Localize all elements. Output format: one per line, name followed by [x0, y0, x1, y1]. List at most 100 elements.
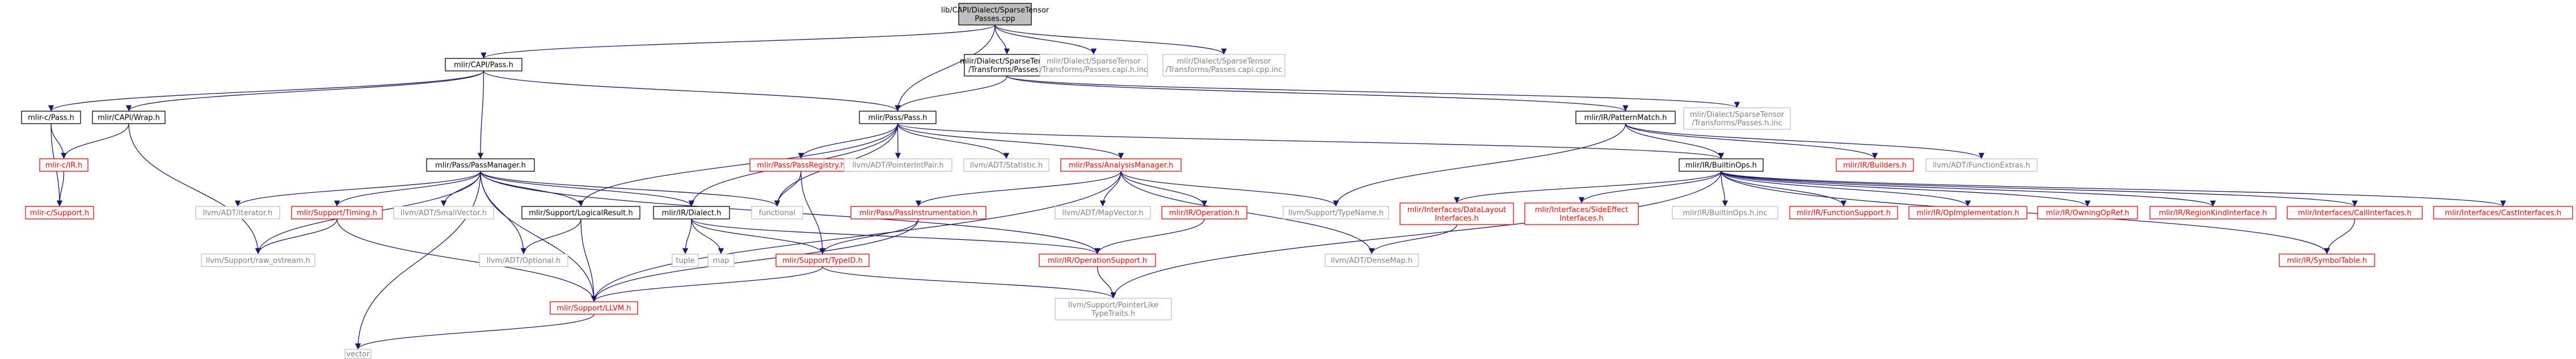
- node-support_llvm[interactable]: mlir/Support/LLVM.h: [550, 301, 638, 315]
- node-box: [201, 254, 315, 267]
- node-box: [958, 3, 1032, 26]
- node-label: mlir/Interfaces/CastInterfaces.h: [2445, 209, 2561, 218]
- node-pass_manager[interactable]: mlir/Pass/PassManager.h: [426, 158, 535, 172]
- node-label: mlir/IR/Dialect.h: [662, 209, 722, 218]
- node-map[interactable]: map: [707, 254, 735, 267]
- node-densemap[interactable]: llvm/ADT/DenseMap.h: [1325, 254, 1419, 267]
- node-func_extras[interactable]: llvm/ADT/FunctionExtras.h: [1925, 158, 2038, 172]
- node-mlirc_ir[interactable]: mlir-c/IR.h: [39, 158, 88, 172]
- node-pass_registry[interactable]: mlir/Pass/PassRegistry.h: [749, 158, 853, 172]
- node-functional[interactable]: functional: [751, 206, 803, 219]
- node-box: [844, 158, 952, 172]
- node-box: [344, 349, 372, 359]
- node-capi_pass[interactable]: mlir/CAPI/Pass.h: [445, 58, 522, 71]
- edge-analysis_mgr-to-pass_instr: [915, 171, 1122, 207]
- node-box: [1679, 158, 1764, 172]
- edge-timing-to-support_llvm: [336, 218, 597, 302]
- node-raw_ostream[interactable]: llvm/Support/raw_ostream.h: [201, 254, 315, 267]
- edge-st_passes-to-pass_pass: [895, 75, 1007, 112]
- node-ptrintpair[interactable]: llvm/ADT/PointerIntPair.h: [844, 158, 952, 172]
- edge-builtin_ops-to-call_if: [1721, 171, 2358, 207]
- node-label: llvm/ADT/Optional.h: [487, 257, 561, 265]
- edge-capi_wrap-to-mlirc_ir: [61, 123, 129, 159]
- node-pass_pass[interactable]: mlir/Pass/Pass.h: [859, 111, 937, 124]
- node-box: [21, 111, 81, 124]
- node-box: [1161, 206, 1247, 219]
- node-box: [1399, 202, 1514, 225]
- node-dialect[interactable]: mlir/IR/Dialect.h: [653, 206, 730, 219]
- edge-capi_pass-to-pass_manager: [477, 70, 484, 159]
- node-label: mlir/Interfaces/SideEffect: [1535, 206, 1629, 214]
- edge-pass_manager-to-timing: [334, 171, 481, 207]
- node-box: [426, 158, 535, 172]
- node-label: llvm/ADT/FunctionExtras.h: [1933, 162, 2030, 170]
- node-box: [1925, 158, 2038, 172]
- edge-op_support-to-ptrlike: [1097, 266, 1116, 299]
- node-builtin_ops_inc[interactable]: mlir/IR/BuiltinOps.h.inc: [1672, 206, 1778, 219]
- node-label: map: [713, 257, 730, 265]
- edge-logical_result-to-support_llvm: [580, 218, 597, 302]
- node-op_impl[interactable]: mlir/IR/OpImplementation.h: [1908, 206, 2027, 219]
- node-label: llvm/Support/PointerLike: [1068, 301, 1158, 310]
- node-symbol_table[interactable]: mlir/IR/SymbolTable.h: [2279, 254, 2375, 267]
- edge-pass_manager-to-functional: [480, 171, 781, 207]
- node-box: [291, 206, 383, 219]
- node-owning_op_ref[interactable]: mlir/IR/OwningOpRef.h: [2037, 206, 2138, 219]
- node-typename[interactable]: llvm/Support/TypeName.h: [1283, 206, 1389, 219]
- node-label: llvm/ADT/iterator.h: [203, 209, 273, 218]
- node-iterator[interactable]: llvm/ADT/iterator.h: [195, 206, 280, 219]
- node-label: mlir/IR/OperationSupport.h: [1048, 257, 1147, 265]
- edge-builtin_ops-to-ptrlike: [1110, 171, 1722, 299]
- node-tuple[interactable]: tuple: [672, 254, 699, 267]
- node-mlirc_support[interactable]: mlir-c/Support.h: [25, 206, 94, 219]
- node-mapvector[interactable]: llvm/ADT/MapVector.h: [1055, 206, 1151, 219]
- node-builtin_ops[interactable]: mlir/IR/BuiltinOps.h: [1679, 158, 1764, 172]
- node-label: mlir-c/Support.h: [30, 209, 89, 218]
- node-st_capi_cpp_inc[interactable]: mlir/Dialect/SparseTensor/Transforms/Pas…: [1162, 54, 1285, 77]
- node-label: /Transforms/Passes.h.inc: [1692, 119, 1782, 128]
- node-operation[interactable]: mlir/IR/Operation.h: [1161, 206, 1247, 219]
- node-st_passes[interactable]: mlir/Dialect/SparseTensor/Transforms/Pas…: [960, 54, 1055, 77]
- edge-analysis_mgr-to-mapvector: [1099, 171, 1122, 207]
- node-mlirc_pass[interactable]: mlir-c/Pass.h: [21, 111, 81, 124]
- node-pass_instr[interactable]: mlir/Pass/PassInstrumentation.h: [850, 206, 986, 219]
- node-analysis_mgr[interactable]: mlir/Pass/AnalysisManager.h: [1060, 158, 1182, 172]
- node-timing[interactable]: mlir/Support/Timing.h: [291, 206, 383, 219]
- node-box: [1039, 254, 1156, 267]
- node-label: mlir/Pass/PassInstrumentation.h: [859, 209, 977, 218]
- node-typeid[interactable]: mlir/Support/TypeID.h: [775, 254, 870, 267]
- node-optional[interactable]: llvm/ADT/Optional.h: [479, 254, 568, 267]
- node-smallvector[interactable]: llvm/ADT/SmallVector.h: [393, 206, 494, 219]
- edge-builtin_ops-to-region_kind: [1721, 171, 2216, 207]
- node-op_support[interactable]: mlir/IR/OperationSupport.h: [1039, 254, 1156, 267]
- edge-pass_registry-to-typeid: [800, 171, 826, 255]
- edge-pass_manager-to-vector: [355, 171, 481, 350]
- node-builders[interactable]: mlir/IR/Builders.h: [1836, 158, 1914, 172]
- node-label: mlir/CAPI/Wrap.h: [98, 114, 160, 123]
- edge-root-to-pass_pass: [895, 24, 996, 112]
- node-st_capi_h_inc[interactable]: mlir/Dialect/SparseTensor/Transforms/Pas…: [1039, 54, 1148, 77]
- node-label: functional: [759, 209, 796, 218]
- edge-pass_pass-to-ptrintpair: [895, 123, 901, 159]
- node-box: [1283, 206, 1389, 219]
- node-st_passes_inc[interactable]: mlir/Dialect/SparseTensor/Transforms/Pas…: [1683, 107, 1791, 130]
- node-capi_wrap[interactable]: mlir/CAPI/Wrap.h: [92, 111, 166, 124]
- node-region_kind[interactable]: mlir/IR/RegionKindInterface.h: [2149, 206, 2276, 219]
- node-call_if[interactable]: mlir/Interfaces/CallInterfaces.h: [2287, 206, 2423, 219]
- edge-pattern_match-to-typename: [1333, 123, 1626, 207]
- node-pattern_match[interactable]: mlir/IR/PatternMatch.h: [1575, 111, 1676, 124]
- node-label: Interfaces.h: [1435, 214, 1478, 223]
- node-box: [479, 254, 568, 267]
- edge-pass_manager-to-iterator: [234, 171, 481, 207]
- node-statistic[interactable]: llvm/ADT/Statistic.h: [963, 158, 1049, 172]
- node-cast_if[interactable]: mlir/Interfaces/CastInterfaces.h: [2433, 206, 2573, 219]
- node-label: mlir/Support/LLVM.h: [557, 305, 631, 313]
- node-func_support[interactable]: mlir/IR/FunctionSupport.h: [1789, 206, 1898, 219]
- node-logical_result[interactable]: mlir/Support/LogicalResult.h: [521, 206, 640, 219]
- node-vector[interactable]: vector: [344, 349, 372, 359]
